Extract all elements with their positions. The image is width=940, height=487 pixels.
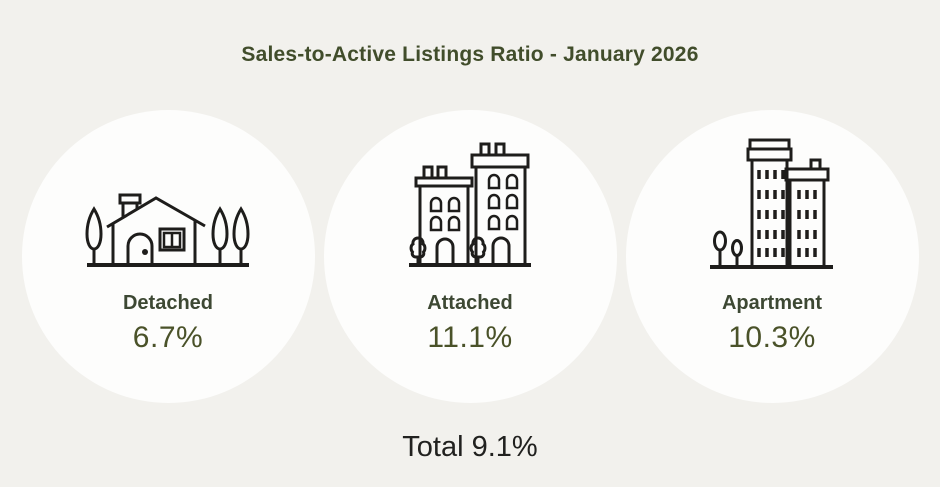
apartment-buildings-icon bbox=[710, 137, 834, 269]
total-value: Total 9.1% bbox=[402, 431, 538, 463]
card-value-attached: 11.1% bbox=[427, 321, 513, 354]
card-label-apartment: Apartment bbox=[721, 292, 822, 314]
card-value-detached: 6.7% bbox=[132, 321, 204, 354]
card-value-apartment: 10.3% bbox=[728, 321, 816, 354]
card-apartment: Apartment 10.3% bbox=[625, 110, 919, 403]
card-label-detached: Detached bbox=[122, 292, 214, 314]
card-label-attached: Attached bbox=[427, 292, 513, 314]
category-cards: Detached 6.7% bbox=[0, 110, 940, 403]
attached-townhouses-icon bbox=[409, 142, 531, 267]
chart-title: Sales-to-Active Listings Ratio - January… bbox=[241, 43, 699, 66]
detached-house-icon bbox=[85, 193, 250, 267]
card-attached: Attached 11.1% bbox=[323, 110, 617, 403]
detached-house-icon bbox=[85, 137, 251, 269]
card-detached: Detached 6.7% bbox=[21, 110, 315, 403]
attached-townhouses-icon bbox=[408, 137, 532, 269]
apartment-buildings-icon bbox=[710, 138, 833, 269]
